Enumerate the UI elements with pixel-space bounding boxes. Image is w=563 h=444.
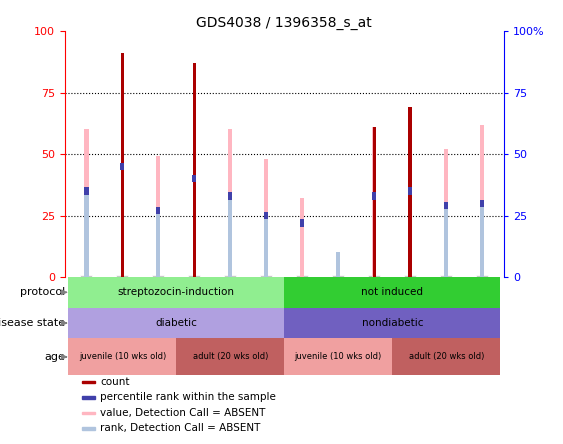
Bar [193,63,196,277]
Bar [480,124,484,277]
Text: rank, Detection Call = ABSENT: rank, Detection Call = ABSENT [100,424,260,433]
Bar [372,192,377,199]
Text: protocol: protocol [20,287,65,297]
Text: nondiabetic: nondiabetic [361,318,423,328]
Text: adult (20 wks old): adult (20 wks old) [193,353,268,361]
Bar [68,277,284,308]
Bar [228,192,233,199]
Bar [176,338,284,375]
Bar [264,215,269,277]
Bar [84,187,88,194]
Bar [480,199,484,207]
Bar [84,130,88,277]
Text: disease state: disease state [0,318,65,328]
Text: value, Detection Call = ABSENT: value, Detection Call = ABSENT [100,408,265,418]
Bar [84,191,88,277]
Text: adult (20 wks old): adult (20 wks old) [409,353,484,361]
Text: count: count [100,377,129,387]
Bar [284,308,501,338]
Bar [228,130,233,277]
Title: GDS4038 / 1396358_s_at: GDS4038 / 1396358_s_at [196,16,372,30]
Bar [336,252,341,277]
Bar [82,381,96,383]
Bar [264,212,269,219]
Text: percentile rank within the sample: percentile rank within the sample [100,392,276,402]
Bar [372,127,377,277]
Bar [284,338,392,375]
Bar [480,203,484,277]
Text: juvenile (10 wks old): juvenile (10 wks old) [294,353,382,361]
Text: diabetic: diabetic [155,318,197,328]
Bar [120,163,124,170]
Bar [284,277,501,308]
Bar [444,202,449,210]
Bar [156,210,160,277]
Text: not induced: not induced [361,287,423,297]
Bar [392,338,501,375]
Bar [192,175,196,182]
Bar [409,107,412,277]
Bar [264,159,269,277]
Bar [82,412,96,414]
Bar [300,198,305,277]
Bar [373,127,376,277]
Text: juvenile (10 wks old): juvenile (10 wks old) [79,353,166,361]
Bar [120,53,124,277]
Bar [336,252,341,277]
Bar [68,308,284,338]
Bar [300,219,305,226]
Bar [68,338,176,375]
Bar [228,196,233,277]
Text: streptozocin-induction: streptozocin-induction [118,287,235,297]
Bar [156,156,160,277]
Bar [444,206,449,277]
Bar [82,427,96,430]
Text: age: age [44,352,65,362]
Bar [156,207,160,214]
Bar [408,187,413,194]
Bar [444,149,449,277]
Bar [82,396,96,399]
